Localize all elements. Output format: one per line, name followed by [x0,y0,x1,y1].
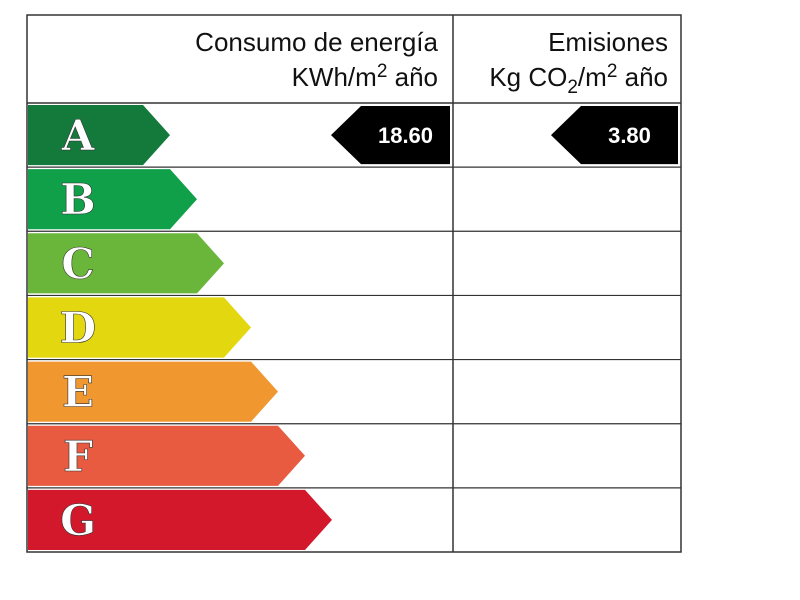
consumption-value: 18.60 [378,123,433,148]
rating-letter: F [63,432,93,481]
label-frame [26,14,682,553]
rating-arrow [28,489,332,550]
rating-arrow [28,105,170,166]
rating-letter: A [61,111,96,160]
unit-text: /m [578,62,607,92]
emissions-indicator [551,106,678,165]
rating-arrow [28,233,224,294]
emissions-title: Emisiones [548,27,668,57]
rating-arrow [28,425,305,486]
consumption-unit: KWh/m2 año [292,61,438,92]
rating-letter: E [62,368,94,417]
consumption-title: Consumo de energía [195,27,438,57]
unit-text: Kg CO [489,62,567,92]
rating-letter: G [60,496,96,545]
unit-text: año [387,62,438,92]
rating-letter: C [61,239,94,288]
consumption-indicator [331,106,450,165]
rating-arrow [28,169,197,230]
rating-letter: D [60,304,96,353]
rating-letter: B [60,175,96,224]
unit-sup: 2 [377,61,388,82]
unit-text: KWh/m [292,62,377,92]
rating-arrow [28,361,278,422]
unit-sup: 2 [607,61,618,82]
unit-sub: 2 [567,77,578,98]
rating-arrow [28,297,251,358]
emissions-unit: Kg CO2/m2 año [489,61,668,98]
unit-text: año [617,62,668,92]
emissions-value: 3.80 [608,123,651,148]
